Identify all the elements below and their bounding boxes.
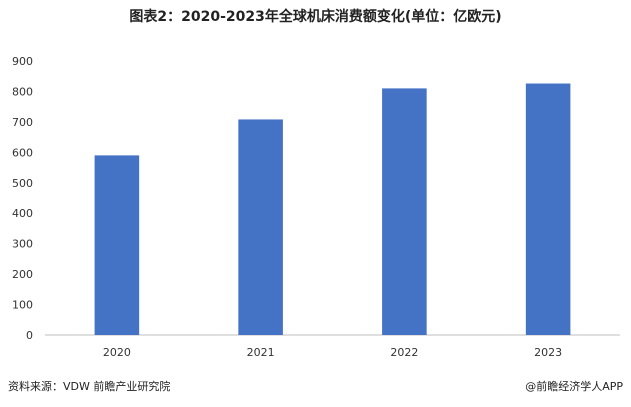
y-tick-label: 600 — [12, 146, 33, 159]
y-tick-label: 700 — [12, 116, 33, 129]
y-tick-label: 400 — [12, 207, 33, 220]
y-tick-label: 300 — [12, 238, 33, 251]
x-tick-label: 2023 — [534, 346, 562, 359]
brand-credit: @前瞻经济学人APP — [525, 380, 623, 393]
x-tick-label: 2020 — [103, 346, 131, 359]
bars-group — [94, 83, 571, 336]
y-axis: 0 100 200 300 400 500 600 700 800 900 — [12, 55, 33, 342]
bar-2021 — [238, 119, 283, 335]
x-axis: 2020 2021 2022 2023 — [103, 346, 562, 359]
y-tick-label: 900 — [12, 55, 33, 68]
source-note: 资料来源：VDW 前瞻产业研究院 — [8, 380, 171, 393]
chart-title: 图表2：2020-2023年全球机床消费额变化(单位：亿欧元) — [129, 9, 502, 25]
y-tick-label: 0 — [26, 329, 33, 342]
bar-2020 — [94, 155, 140, 335]
y-tick-label: 500 — [12, 177, 33, 190]
y-tick-label: 100 — [12, 299, 33, 312]
x-tick-label: 2022 — [390, 346, 418, 359]
x-tick-label: 2021 — [247, 346, 275, 359]
bar-2022 — [382, 88, 427, 336]
y-tick-label: 800 — [12, 85, 33, 98]
y-tick-label: 200 — [12, 268, 33, 281]
bar-2023 — [525, 83, 571, 335]
